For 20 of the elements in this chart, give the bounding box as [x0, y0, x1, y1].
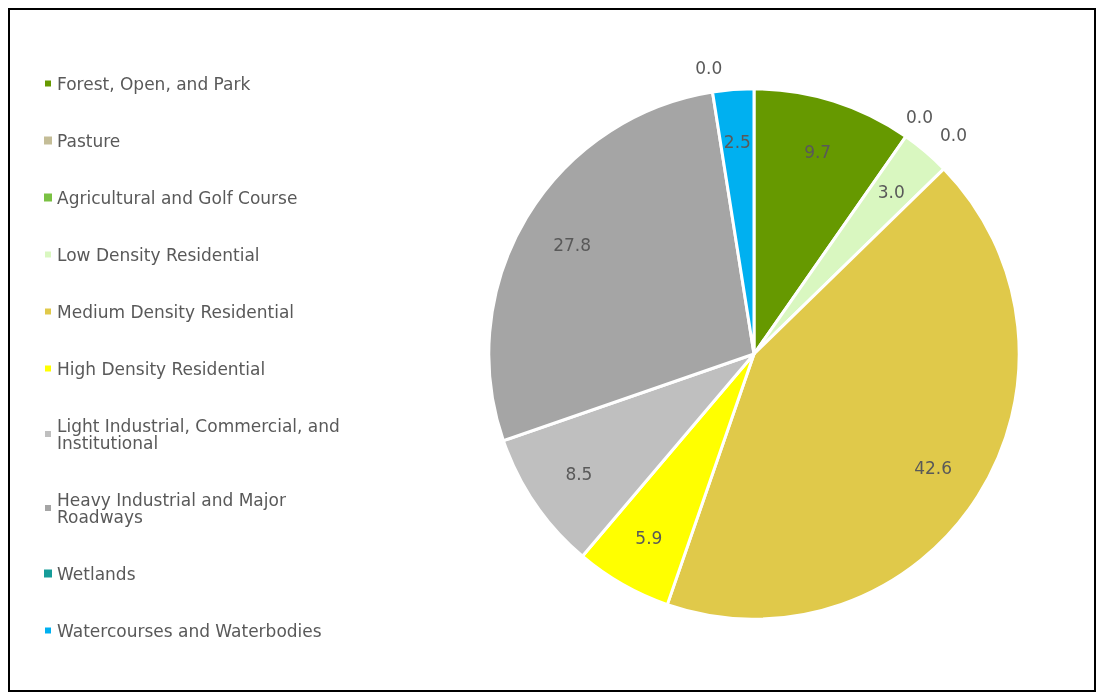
legend-label: Pasture [57, 130, 121, 151]
legend-label: Wetlands [57, 563, 136, 584]
data-label: 8.5 [565, 463, 593, 484]
legend-label: Agricultural and Golf Course [57, 187, 298, 208]
data-label: 3.0 [877, 182, 905, 203]
legend-label: Light Industrial, Commercial, and Institutional [57, 415, 346, 453]
text: 0.0 [939, 124, 967, 145]
data-label: 2.5 [723, 132, 751, 153]
data-label: 27.8 [553, 234, 591, 255]
data-label: 42.6 [914, 457, 953, 478]
legend-label: Heavy Industrial and Major Roadways [57, 489, 292, 527]
data-label: 9.7 [804, 141, 832, 162]
legend-label: Medium Density Residential [57, 301, 295, 322]
text: 0.0 [905, 106, 933, 127]
legend-label: Forest, Open, and Park [57, 73, 251, 94]
legend-label: Low Density Residential [57, 244, 260, 265]
text: 0.0 [695, 58, 723, 79]
legend-label: High Density Residential [57, 358, 266, 379]
legend-label: Watercourses and Waterbodies [57, 620, 322, 641]
data-label: 5.9 [635, 528, 663, 549]
